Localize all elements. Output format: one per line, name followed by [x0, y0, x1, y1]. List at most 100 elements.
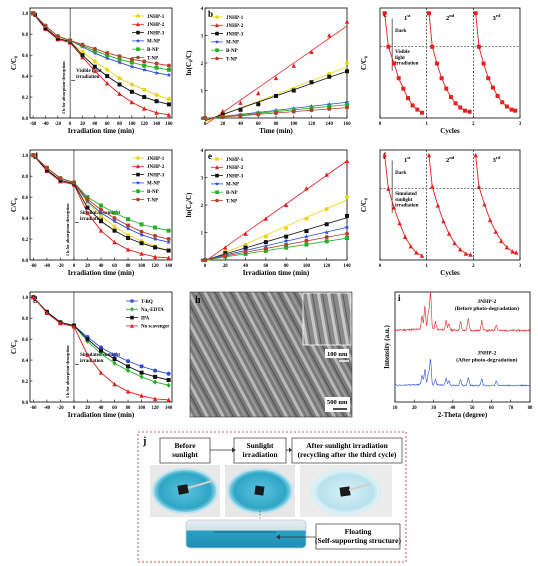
data-point: [238, 100, 243, 105]
data-point: [396, 76, 401, 81]
data-point: [112, 218, 117, 224]
data-point: [139, 251, 144, 256]
step3-text: After sunlight irradiation (recycling aft…: [298, 441, 397, 459]
x-tick-label: 140: [165, 406, 173, 411]
x-tick-label: 120: [308, 122, 316, 127]
x-tick-label: 160: [343, 122, 351, 127]
legend-entry: JNHP-3: [147, 173, 165, 178]
x-tick-label: 140: [165, 264, 173, 269]
data-point: [166, 371, 171, 376]
x-tick-label: 80: [126, 264, 131, 269]
data-point: [345, 61, 349, 65]
data-point: [44, 165, 49, 170]
data-point: [139, 229, 144, 234]
x-axis-label: Cycles: [440, 127, 460, 135]
legend-entry: B-NP: [147, 48, 159, 53]
data-point: [448, 95, 453, 100]
data-point: [324, 239, 329, 244]
data-point: [223, 253, 228, 258]
y-tick-label: 0.2: [22, 380, 29, 385]
data-point: [256, 112, 261, 117]
x-tick-label: 140: [326, 122, 334, 127]
panel-i: 10 20 30 40 50 60 70 80 2-Theta (degree) Intensit…: [383, 291, 533, 419]
legend-entry: Na₂-EDTA: [141, 308, 164, 313]
data-point: [92, 68, 98, 73]
data-point: [166, 397, 171, 402]
legend-marker: [215, 31, 219, 36]
x-tick-label: 120: [151, 264, 159, 269]
data-point: [482, 202, 487, 207]
fit-line: [204, 233, 348, 261]
panel-label: d: [33, 151, 38, 161]
x-tick-label: 30: [431, 406, 436, 411]
data-point: [154, 70, 160, 76]
data-point: [291, 88, 296, 93]
data-point: [439, 76, 444, 81]
data-point: [309, 108, 314, 113]
x-tick-label: -40: [42, 122, 49, 127]
x-tick-label: 100: [138, 406, 146, 411]
x-tick-label: 160: [165, 122, 173, 127]
data-point: [263, 240, 268, 245]
data-point: [462, 108, 467, 113]
data-point: [99, 214, 103, 218]
y-tick-label: 4: [201, 7, 204, 12]
data-point: [223, 245, 228, 250]
cycle-label: 1st: [404, 13, 411, 22]
data-point: [112, 210, 117, 215]
data-point: [458, 247, 463, 252]
data-point: [345, 231, 349, 236]
data-point: [468, 252, 473, 257]
legend-entry: B-NP: [226, 191, 238, 196]
data-point: [166, 237, 171, 242]
y-tick-label: 0.8: [22, 175, 29, 180]
legend-entry: No scavenger: [141, 325, 170, 330]
y-tick-label: 0.0: [22, 259, 29, 264]
floating-box: [315, 523, 401, 550]
data-point: [166, 248, 171, 253]
data-point: [499, 238, 504, 244]
legend-marker: [130, 323, 134, 328]
y-tick-label: 0: [201, 259, 204, 264]
legend-entry: T-NP: [226, 199, 237, 204]
x-axis-label: Irradiation time (min): [243, 269, 310, 277]
y-tick-label: 2: [201, 204, 204, 209]
data-point: [153, 245, 158, 250]
panel-h-label: h: [195, 295, 201, 306]
step1-box: [159, 437, 211, 464]
legend-entry: JNHP-2: [226, 166, 244, 171]
cycle-line: [428, 155, 471, 256]
data-point: [112, 360, 117, 366]
charts-layer: -60 -40 -20 0 20 40 60 80 100 120 140 1600.00.20.40…: [10, 7, 533, 419]
data-point: [31, 294, 36, 300]
data-point: [166, 67, 171, 72]
x-tick-label: 0: [69, 122, 72, 127]
annotation-light: Visible light irradiation: [76, 69, 102, 80]
x-tick-label: 100: [128, 122, 136, 127]
fit-line: [204, 199, 348, 263]
x-tick-label: 0: [379, 264, 382, 269]
legend-marker: [135, 38, 141, 43]
data-point: [324, 207, 329, 212]
y-tick-label: 0.0: [22, 117, 29, 122]
axes-frame: [379, 7, 521, 119]
data-point: [142, 63, 147, 68]
x-tick-label: 60: [112, 264, 117, 269]
fit-line: [204, 25, 348, 126]
cycle-label: 2nd: [446, 13, 455, 22]
data-point: [514, 250, 519, 255]
data-point: [481, 61, 486, 66]
legend-marker: [215, 15, 219, 19]
legend-marker: [136, 164, 140, 169]
panel-j-label: j: [142, 436, 146, 447]
y-tick-label: 1.0: [22, 154, 29, 159]
data-point: [274, 94, 278, 98]
data-point: [154, 99, 159, 104]
x-tick-label: 2: [472, 264, 475, 269]
data-point: [345, 102, 349, 107]
x-tick-label: 100: [303, 264, 311, 269]
data-point: [263, 216, 269, 221]
x-axis-label: Time (min): [259, 127, 293, 135]
data-point: [403, 234, 408, 239]
data-point: [99, 348, 103, 353]
